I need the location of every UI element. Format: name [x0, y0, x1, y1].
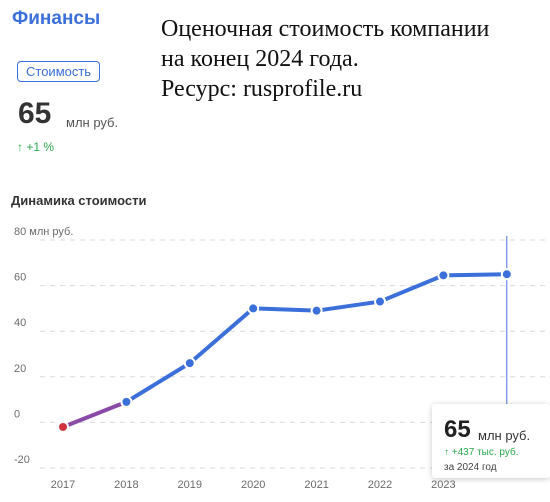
x-tick-label: 2020 [241, 479, 265, 491]
summary-unit: млн руб. [66, 115, 119, 130]
x-tick-label: 2022 [368, 479, 392, 491]
tab-value[interactable]: Стоимость [17, 61, 101, 82]
x-tick-label: 2019 [178, 479, 202, 491]
series-segment [124, 361, 192, 404]
data-point [437, 269, 450, 282]
annotation-text: Оценочная стоимость компании на конец 20… [161, 14, 541, 104]
series-segment [251, 306, 319, 313]
y-tick-label: 20 [14, 363, 26, 375]
y-tick-label: 80 млн руб. [14, 226, 73, 238]
summary-change-value: +1 % [26, 140, 55, 154]
tooltip: 65 млн руб. ↑ +437 тыс. руб. за 2024 год [432, 404, 550, 478]
data-point [310, 304, 323, 317]
series-segment [314, 299, 382, 313]
x-tick-label: 2018 [114, 479, 138, 491]
annotation-line-2: на конец 2024 года. [161, 46, 359, 72]
y-tick-label: -20 [14, 454, 30, 466]
y-tick-label: 60 [14, 272, 26, 284]
x-tick-label: 2021 [304, 479, 328, 491]
tooltip-period: за 2024 год [444, 462, 497, 473]
summary-change: ↑ +1 % [17, 140, 54, 154]
annotation-line-3: Ресурс: rusprofile.ru [161, 76, 363, 102]
section-title: Финансы [12, 8, 101, 29]
y-tick-label: 40 [14, 317, 26, 329]
data-point [500, 268, 513, 281]
chart-title: Динамика стоимости [11, 193, 147, 208]
x-tick-label: 2017 [51, 479, 75, 491]
annotation-line-1: Оценочная стоимость компании [161, 16, 490, 42]
tooltip-change: ↑ +437 тыс. руб. [444, 447, 518, 458]
tooltip-unit: млн руб. [478, 428, 531, 443]
data-point [183, 357, 196, 370]
series-segment [61, 399, 129, 429]
tooltip-change-value: +437 тыс. руб. [451, 447, 519, 458]
series-segment [187, 306, 256, 366]
arrow-up-icon: ↑ [17, 140, 23, 154]
series-segment [378, 273, 446, 304]
data-point [247, 302, 260, 315]
summary-value: 65 [18, 97, 52, 130]
data-point [120, 395, 133, 408]
tooltip-value: 65 [444, 416, 471, 443]
arrow-up-icon: ↑ [444, 447, 449, 458]
y-tick-label: 0 [14, 408, 20, 420]
data-point [57, 420, 69, 433]
data-point [374, 295, 386, 308]
series-segment [441, 272, 509, 278]
x-tick-label: 2023 [431, 479, 455, 491]
